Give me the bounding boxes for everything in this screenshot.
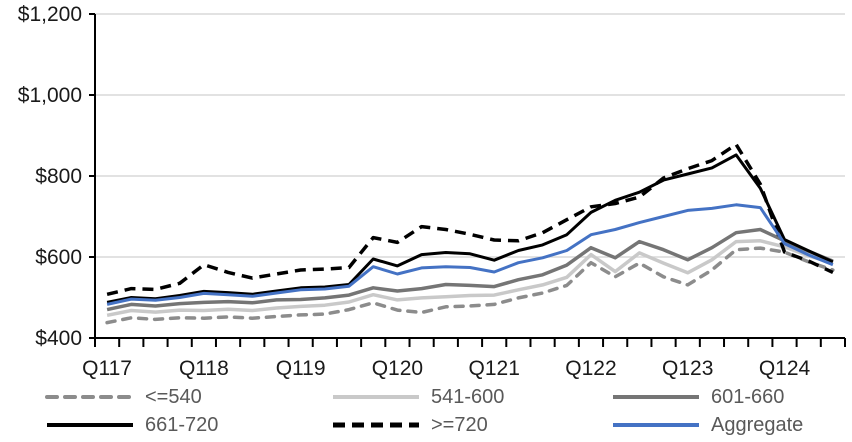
y-tick-label: $600	[35, 246, 82, 269]
y-tick-label: $400	[35, 327, 82, 350]
x-tick-label: Q120	[372, 357, 423, 380]
y-tick-label: $800	[35, 165, 82, 188]
series-line-661-720	[106, 153, 834, 304]
series-line-541-600	[106, 239, 834, 318]
x-tick-label: Q124	[759, 357, 811, 380]
series-line-ge-720	[106, 142, 834, 297]
x-tick-label: Q121	[469, 357, 520, 380]
series-line-le-540	[105, 246, 835, 325]
x-tick-label: Q122	[565, 357, 616, 380]
series-line-aggregate	[106, 203, 834, 306]
x-tick-label: Q117	[82, 357, 132, 380]
x-tick-label: Q118	[179, 357, 229, 380]
x-tick-label: Q123	[662, 357, 713, 380]
y-tick-label: $1,000	[18, 84, 82, 107]
series-line-601-660	[106, 227, 834, 312]
x-tick-label: Q119	[276, 357, 326, 380]
y-tick-label: $1,200	[18, 3, 82, 26]
